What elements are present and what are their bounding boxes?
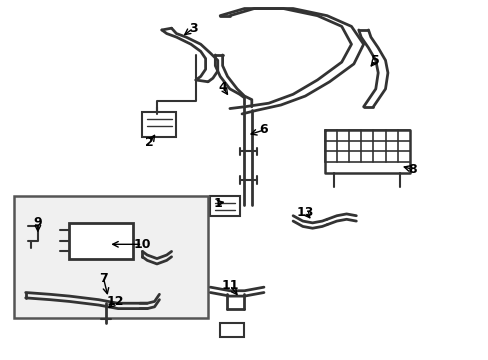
Text: 9: 9 (34, 216, 42, 229)
Text: 10: 10 (133, 238, 151, 251)
Text: 2: 2 (145, 136, 154, 149)
Text: 8: 8 (407, 163, 416, 176)
FancyBboxPatch shape (142, 112, 176, 137)
Text: 4: 4 (218, 81, 226, 94)
Text: 7: 7 (99, 272, 108, 285)
Text: 5: 5 (371, 54, 379, 67)
Text: 13: 13 (296, 206, 313, 219)
Text: 1: 1 (213, 197, 222, 210)
FancyBboxPatch shape (69, 223, 132, 258)
Text: 11: 11 (221, 279, 238, 292)
Text: 12: 12 (107, 295, 124, 308)
FancyBboxPatch shape (210, 196, 239, 216)
FancyBboxPatch shape (220, 323, 244, 337)
FancyBboxPatch shape (14, 196, 207, 318)
Text: 6: 6 (259, 123, 268, 136)
Text: 3: 3 (189, 22, 197, 35)
